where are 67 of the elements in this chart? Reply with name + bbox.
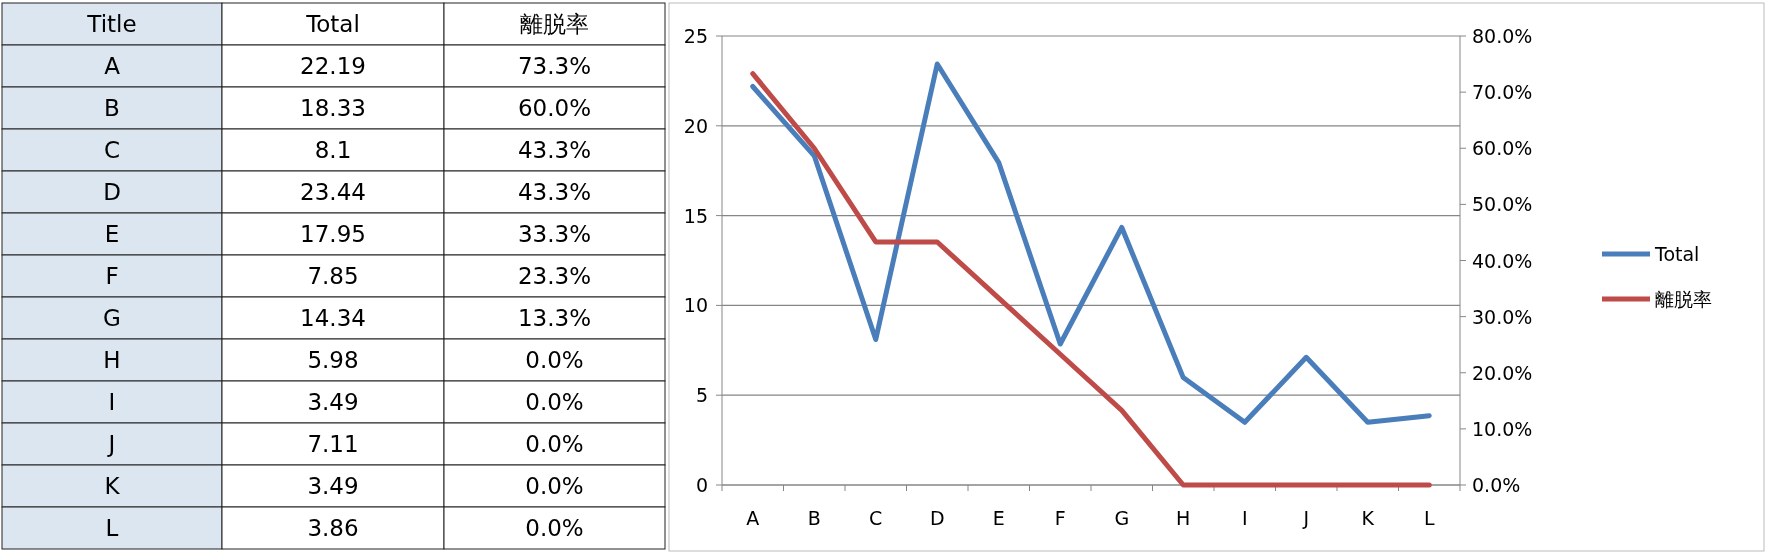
- y-tick-label: 20: [683, 114, 708, 137]
- category-label: A: [104, 53, 121, 79]
- x-tick-label: H: [1176, 507, 1191, 529]
- y2-tick-label: 20.0%: [1472, 361, 1533, 384]
- text: 13.3%: [517, 305, 592, 331]
- x-tick-label: L: [1423, 507, 1435, 529]
- y2-tick-label: 40.0%: [1472, 249, 1533, 272]
- x-tick-label: A: [746, 507, 760, 529]
- y-tick-label: 0: [695, 474, 708, 496]
- category-label: H: [103, 347, 121, 373]
- text: 7.85: [307, 263, 359, 289]
- text: 3.86: [307, 515, 359, 541]
- category-label: B: [104, 95, 120, 121]
- y2-tick-label: 70.0%: [1472, 81, 1533, 104]
- text: 3.49: [307, 389, 359, 415]
- legend-label: Total: [1654, 243, 1700, 265]
- y2-tick-label: 30.0%: [1472, 305, 1533, 328]
- text: 33.3%: [517, 221, 592, 247]
- x-tick-label: G: [1114, 507, 1130, 529]
- text: 8.1: [314, 137, 352, 163]
- text: 22.19: [300, 53, 366, 79]
- text: Title: [86, 11, 137, 37]
- x-tick-label: J: [1302, 507, 1310, 529]
- text: 17.95: [300, 221, 366, 247]
- x-tick-label: F: [1054, 507, 1066, 529]
- text: 23.44: [300, 179, 366, 205]
- y2-tick-label: 80.0%: [1472, 25, 1533, 47]
- text: 18.33: [300, 95, 366, 121]
- y-tick-label: 10: [683, 294, 708, 317]
- text: 0.0%: [525, 347, 584, 373]
- text: 43.3%: [517, 137, 592, 163]
- x-tick-label: K: [1361, 507, 1375, 529]
- text: 3.49: [307, 473, 359, 499]
- text: 23.3%: [517, 263, 592, 289]
- text: 0.0%: [525, 473, 584, 499]
- y2-tick-label: 50.0%: [1472, 193, 1533, 216]
- text: 0.0%: [525, 389, 584, 415]
- x-tick-label: B: [807, 507, 821, 529]
- text: 0.0%: [525, 515, 584, 541]
- x-tick-label: D: [929, 507, 945, 529]
- category-label: F: [105, 263, 119, 289]
- text: 43.3%: [517, 179, 592, 205]
- category-label: J: [106, 431, 116, 457]
- category-label: E: [104, 221, 120, 247]
- legend-label: 離脱率: [1655, 288, 1712, 310]
- x-tick-label: I: [1241, 507, 1248, 529]
- x-tick-label: C: [869, 507, 883, 529]
- text: 60.0%: [517, 95, 592, 121]
- y-tick-label: 5: [695, 384, 708, 407]
- text: 73.3%: [517, 53, 592, 79]
- text: 14.34: [300, 305, 366, 331]
- text: 7.11: [307, 431, 359, 457]
- category-label: C: [103, 137, 121, 163]
- text: 離脱率: [520, 11, 589, 37]
- category-label: D: [103, 179, 121, 205]
- category-label: G: [103, 305, 121, 331]
- y-tick-label: 15: [683, 204, 708, 227]
- y2-tick-label: 0.0%: [1472, 474, 1521, 496]
- x-tick-label: E: [992, 507, 1005, 529]
- text: 5.98: [307, 347, 359, 373]
- y-tick-label: 25: [683, 25, 708, 47]
- y2-tick-label: 60.0%: [1472, 137, 1533, 160]
- category-label: I: [108, 389, 116, 415]
- y2-tick-label: 10.0%: [1472, 417, 1533, 440]
- text: 0.0%: [525, 431, 584, 457]
- category-label: K: [104, 473, 121, 499]
- text: Total: [305, 11, 360, 37]
